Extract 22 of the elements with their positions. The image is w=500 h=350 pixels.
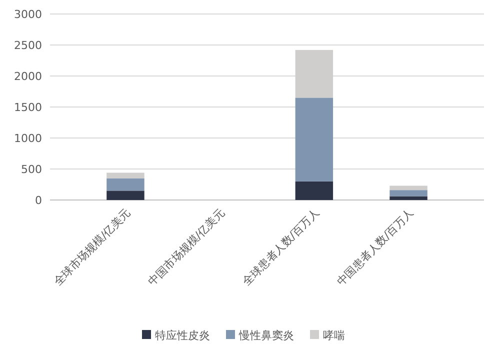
y-tick-label: 0: [35, 194, 42, 207]
bar: [106, 190, 144, 200]
legend-label: 慢性鼻窦炎: [238, 328, 294, 342]
bar: [295, 181, 334, 200]
x-tick-label: 全球市场规模/亿美元: [51, 206, 134, 288]
bar: [390, 186, 428, 190]
x-tick-label: 中国市场规模/亿美元: [146, 206, 228, 288]
y-tick-label: 1500: [14, 100, 42, 114]
y-tick-label: 2500: [14, 38, 42, 52]
bar: [390, 196, 428, 200]
y-tick-label: 2000: [14, 70, 42, 83]
bar: [106, 178, 144, 191]
bar: [106, 172, 144, 178]
x-tick-label: 中国患者人数/百万人: [334, 206, 416, 288]
y-tick-label: 3000: [14, 8, 42, 21]
y-tick-label: 1000: [14, 132, 42, 145]
bar: [295, 98, 334, 182]
legend-label: 哮喘: [323, 328, 345, 342]
y-tick-label: 500: [21, 162, 42, 176]
bar: [390, 190, 428, 196]
legend-label: 特应性皮炎: [155, 328, 210, 342]
x-tick-label: 全球患者人数/百万人: [240, 206, 322, 288]
